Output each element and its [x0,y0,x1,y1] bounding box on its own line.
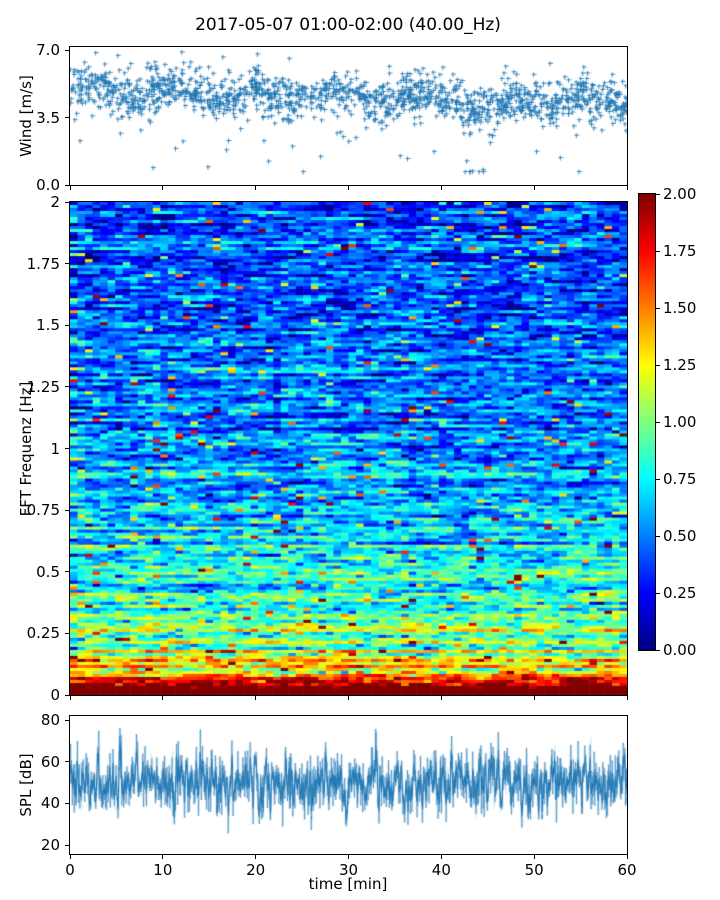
colorbar-tick-mark [656,364,660,366]
chart-title: 2017-05-07 01:00-02:00 (40.00_Hz) [195,15,501,35]
y-tick-mark [65,802,70,804]
x-tick-label: 30 [338,861,359,879]
x-tick-mark [533,854,535,859]
y-tick-label: 1.25 [26,377,60,396]
y-tick-mark [65,694,70,696]
x-tick-mark [348,185,349,190]
y-tick-mark [65,719,70,721]
wind-plot-area [69,46,628,186]
colorbar-tick-mark [656,193,660,195]
y-tick-mark [65,509,70,511]
y-tick-label: 40 [40,794,60,813]
y-tick-label: 0.75 [26,501,60,520]
y-tick-label: 7.0 [36,41,60,60]
y-tick-mark [65,448,70,449]
colorbar-tick-mark [656,649,660,651]
spectrogram-canvas [70,202,627,695]
colorbar-canvas [639,194,655,650]
x-tick-mark [533,185,535,190]
colorbar [638,193,656,651]
x-tick-mark [626,185,628,190]
y-tick-mark [65,49,70,51]
y-tick-mark [65,117,70,119]
colorbar-tick-mark [656,307,660,309]
x-tick-mark [162,854,164,859]
colorbar-tick-mark [656,250,660,252]
y-tick-mark [65,386,70,388]
y-tick-mark [65,184,70,186]
y-tick-mark [65,632,70,634]
x-tick-mark [533,695,535,700]
colorbar-tick-mark [656,592,660,594]
y-tick-label: 1.5 [36,316,60,335]
colorbar-tick-mark [656,478,660,480]
x-tick-mark [162,695,164,700]
spl-plot-area [69,715,628,855]
y-tick-label: 80 [40,711,60,730]
time-x-axis-label: time [min] [308,875,388,893]
y-tick-label: 1 [50,439,60,458]
colorbar-tick-label: 0.25 [663,584,697,602]
spl-line-canvas [70,716,627,854]
y-tick-label: 3.5 [36,108,60,127]
colorbar-tick-label: 2.00 [663,185,697,203]
x-tick-mark [69,185,71,190]
colorbar-tick-label: 1.00 [663,413,697,431]
colorbar-tick-label: 1.75 [663,242,697,260]
colorbar-tick-label: 1.50 [663,299,697,317]
x-tick-mark [69,854,71,859]
y-tick-mark [65,201,70,203]
x-tick-mark [440,695,442,700]
x-tick-label: 60 [617,861,637,879]
x-tick-mark [255,854,257,859]
y-tick-label: 2 [50,193,60,211]
y-tick-label: 60 [40,752,60,771]
y-tick-mark [65,263,70,265]
y-tick-mark [65,761,70,763]
y-tick-mark [65,571,70,573]
spectrogram-plot-area [69,201,628,696]
x-tick-mark [440,854,442,859]
x-tick-label: 50 [524,861,544,879]
y-tick-label: 20 [40,836,60,855]
colorbar-tick-label: 0.75 [663,470,697,488]
colorbar-tick-mark [656,421,660,423]
x-tick-label: 20 [246,861,266,879]
x-tick-mark [348,854,349,859]
colorbar-tick-label: 0.00 [663,641,697,659]
x-tick-label: 40 [431,861,451,879]
y-tick-mark [65,844,70,846]
x-tick-mark [69,695,71,700]
x-tick-mark [255,695,257,700]
y-tick-label: 0.25 [26,624,60,643]
colorbar-tick-label: 0.50 [663,527,697,545]
x-tick-label: 10 [153,861,173,879]
y-tick-mark [65,324,70,326]
x-tick-label: 0 [65,861,75,879]
colorbar-tick-label: 1.25 [663,356,697,374]
x-tick-mark [626,854,628,859]
x-tick-mark [162,185,164,190]
y-tick-label: 0.5 [36,562,60,581]
y-tick-label: 0 [50,686,60,704]
wind-scatter-canvas [70,47,627,185]
y-tick-label: 1.75 [26,254,60,273]
x-tick-mark [348,695,349,700]
x-tick-mark [255,185,257,190]
x-tick-mark [440,185,442,190]
x-tick-mark [626,695,628,700]
colorbar-tick-mark [656,535,660,537]
y-tick-label: 0.0 [36,176,60,194]
